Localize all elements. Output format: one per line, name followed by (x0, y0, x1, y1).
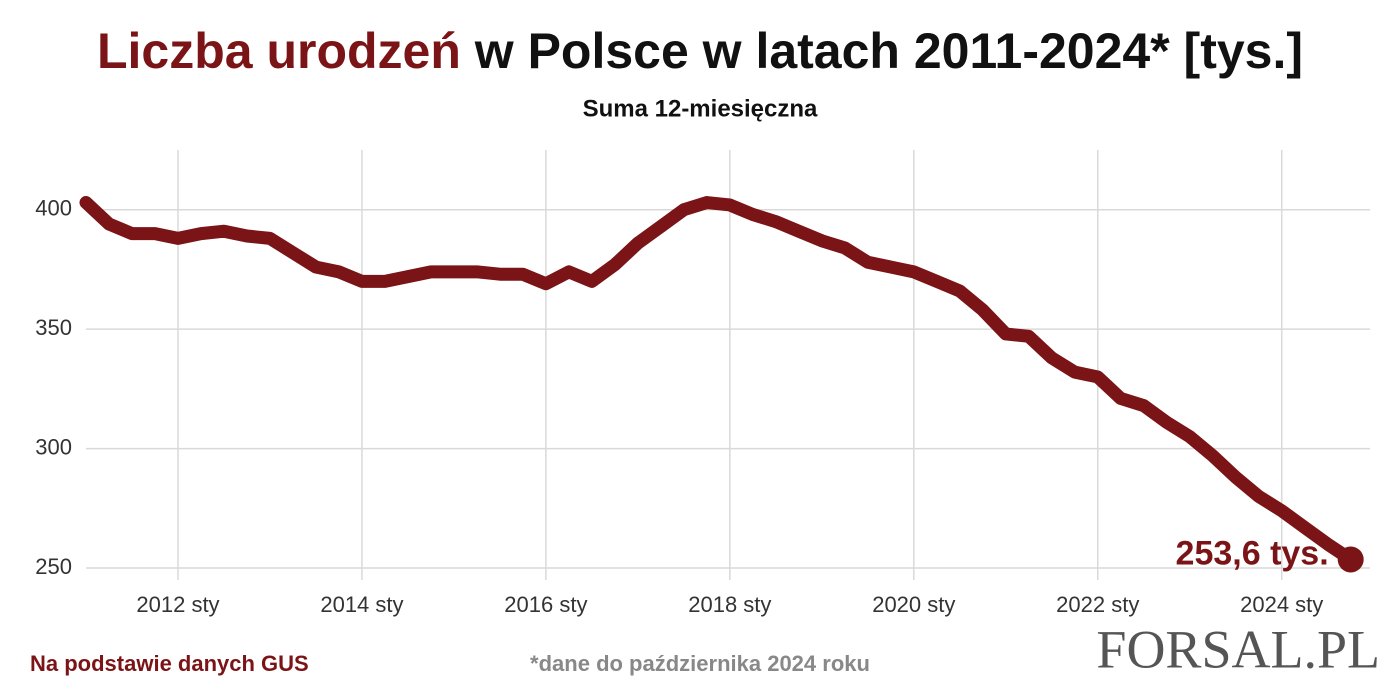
x-tick-label: 2016 sty (504, 592, 587, 617)
data-label: 253,6 tys. (1176, 534, 1329, 572)
title-highlight: Liczba urodzeń (97, 23, 461, 79)
x-tick-label: 2014 sty (320, 592, 403, 617)
x-tick-label: 2012 sty (136, 592, 219, 617)
x-tick-label: 2018 sty (688, 592, 771, 617)
y-tick-label: 250 (35, 554, 72, 579)
end-point (1337, 546, 1364, 573)
x-tick-label: 2022 sty (1056, 592, 1139, 617)
note: *dane do października 2024 roku (530, 651, 870, 676)
logo: FORSAL.PL (1096, 619, 1380, 679)
source: Na podstawie danych GUS (30, 651, 309, 676)
title-rest: w Polsce w latach 2011-2024* [tys.] (474, 23, 1303, 79)
x-tick-label: 2024 sty (1240, 592, 1323, 617)
x-tick-label: 2020 sty (872, 592, 955, 617)
line (79, 196, 1358, 566)
chart-subtitle: Suma 12-miesięczna (583, 95, 818, 122)
y-tick-label: 400 (35, 196, 72, 221)
y-tick-label: 300 (35, 434, 72, 459)
y-tick-label: 350 (35, 315, 72, 340)
chart-title: Liczba urodzeń w Polsce w latach 2011-20… (97, 23, 1303, 79)
